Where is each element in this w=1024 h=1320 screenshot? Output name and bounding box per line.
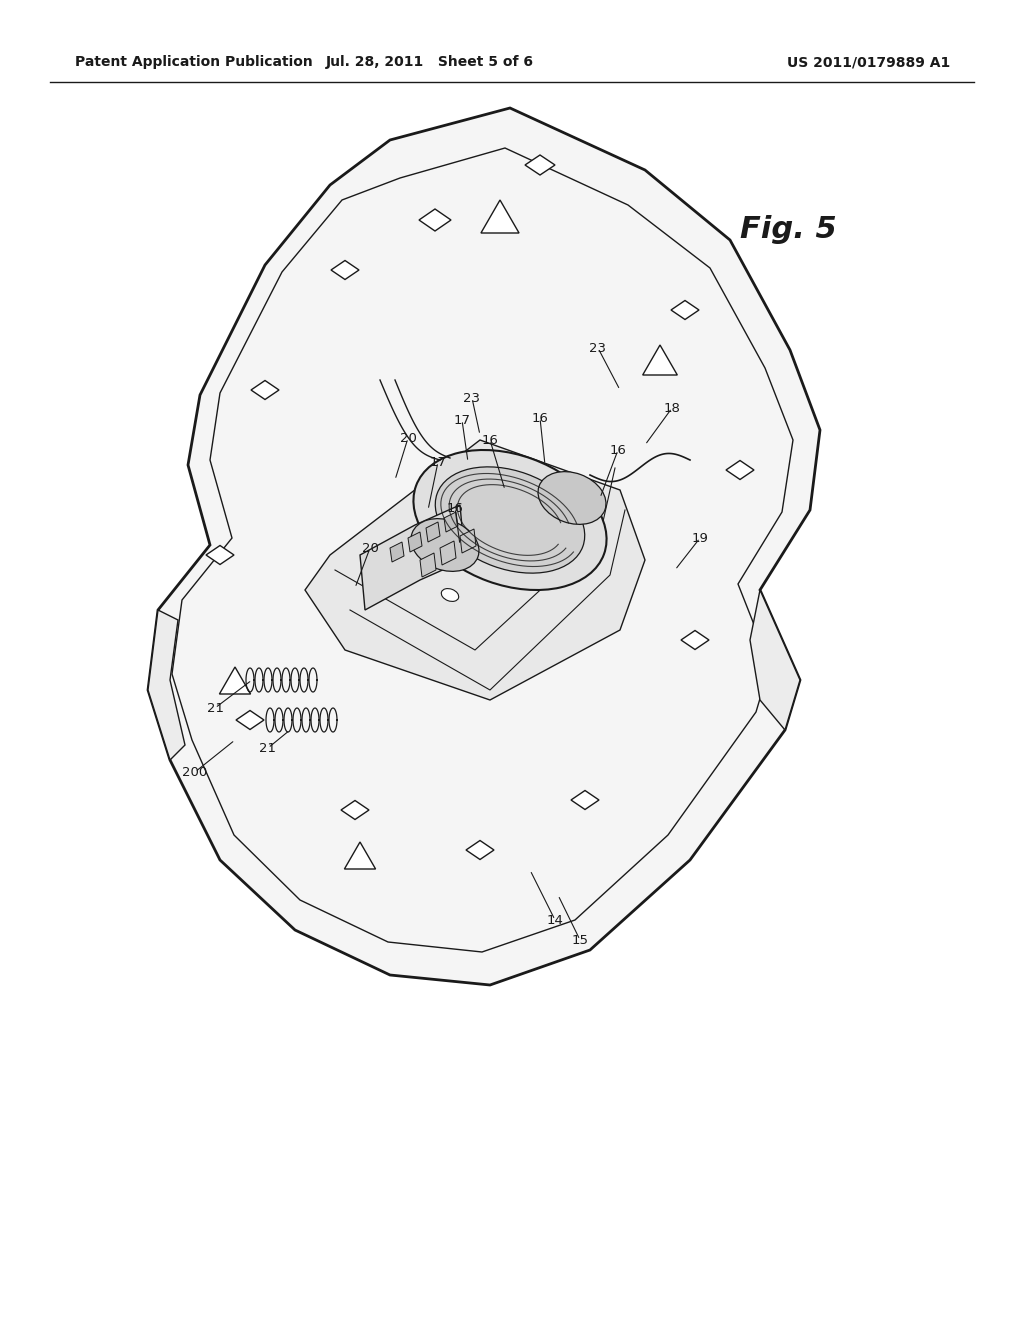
Text: 20: 20 xyxy=(399,432,417,445)
Polygon shape xyxy=(444,512,458,532)
Text: 14: 14 xyxy=(547,913,563,927)
Polygon shape xyxy=(420,553,436,577)
Polygon shape xyxy=(750,590,800,730)
Ellipse shape xyxy=(435,467,585,573)
Polygon shape xyxy=(344,842,376,869)
Polygon shape xyxy=(571,791,599,809)
Polygon shape xyxy=(360,506,465,610)
Text: 23: 23 xyxy=(590,342,606,355)
Ellipse shape xyxy=(538,471,606,524)
Polygon shape xyxy=(681,631,709,649)
Polygon shape xyxy=(251,380,279,400)
Polygon shape xyxy=(440,541,456,565)
Ellipse shape xyxy=(411,519,479,572)
Polygon shape xyxy=(331,260,359,280)
Polygon shape xyxy=(525,154,555,176)
Text: 18: 18 xyxy=(664,401,680,414)
Polygon shape xyxy=(390,543,404,562)
Polygon shape xyxy=(419,209,451,231)
Polygon shape xyxy=(481,201,519,234)
Ellipse shape xyxy=(441,589,459,602)
Text: Fig. 5: Fig. 5 xyxy=(740,215,837,244)
Polygon shape xyxy=(219,667,251,694)
Polygon shape xyxy=(148,108,820,985)
Text: 19: 19 xyxy=(691,532,709,544)
Text: Jul. 28, 2011   Sheet 5 of 6: Jul. 28, 2011 Sheet 5 of 6 xyxy=(326,55,534,69)
Text: 16: 16 xyxy=(446,502,464,515)
Text: 200: 200 xyxy=(182,766,208,779)
Text: 21: 21 xyxy=(259,742,276,755)
Polygon shape xyxy=(236,710,264,730)
Polygon shape xyxy=(726,461,754,479)
Polygon shape xyxy=(466,841,494,859)
Text: 20: 20 xyxy=(361,541,379,554)
Text: 23: 23 xyxy=(464,392,480,404)
Text: 17: 17 xyxy=(454,413,470,426)
Polygon shape xyxy=(643,345,677,375)
Polygon shape xyxy=(408,532,422,552)
Text: 15: 15 xyxy=(571,933,589,946)
Text: Patent Application Publication: Patent Application Publication xyxy=(75,55,312,69)
Polygon shape xyxy=(305,440,645,700)
Text: US 2011/0179889 A1: US 2011/0179889 A1 xyxy=(786,55,950,69)
Text: 16: 16 xyxy=(609,444,627,457)
Polygon shape xyxy=(148,610,185,760)
Polygon shape xyxy=(671,301,699,319)
Text: 16: 16 xyxy=(531,412,549,425)
Ellipse shape xyxy=(414,450,606,590)
Text: 17: 17 xyxy=(429,455,446,469)
Polygon shape xyxy=(460,529,476,553)
Text: 21: 21 xyxy=(207,701,223,714)
Polygon shape xyxy=(426,521,440,543)
Text: 16: 16 xyxy=(481,433,499,446)
Polygon shape xyxy=(206,545,234,565)
Polygon shape xyxy=(341,800,369,820)
